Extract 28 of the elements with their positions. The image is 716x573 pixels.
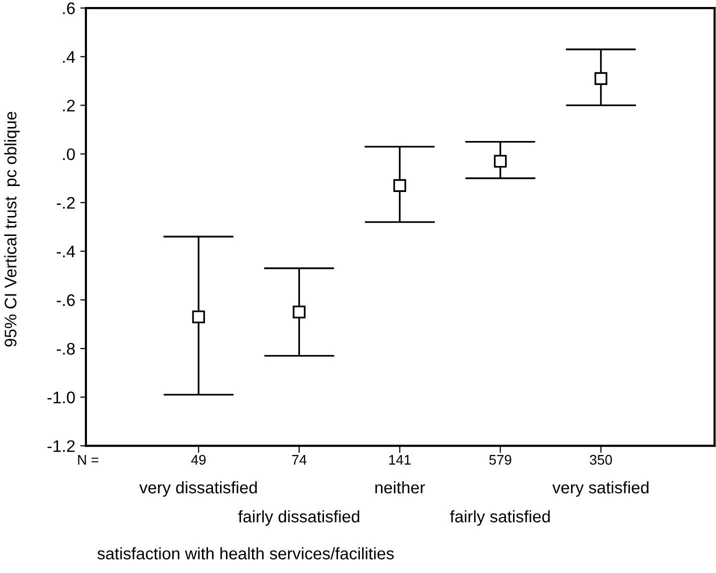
y-axis-title: 95% CI Vertical trust pc oblique (4, 112, 20, 347)
text: 141 (389, 455, 411, 465)
y-tick-label: .4 (63, 51, 76, 63)
y-tick-label: .6 (63, 2, 75, 14)
text: N = (78, 455, 98, 465)
y-tick-label: .0 (63, 148, 75, 160)
x-tick-label: fairly dissatisfied (238, 510, 360, 526)
x-tick-label: neither (375, 481, 425, 494)
text: 49 (191, 454, 206, 465)
x-tick-label: very dissatisfied (139, 481, 257, 497)
y-tick-label: -1.0 (48, 392, 75, 404)
point (292, 306, 306, 318)
point (393, 179, 406, 192)
y-tick-label: -1.2 (48, 440, 75, 452)
y-tick-label: -.4 (56, 246, 76, 258)
point (494, 154, 507, 168)
text: 579 (489, 454, 512, 465)
point (192, 310, 205, 324)
x-tick-label: fairly satisfied (450, 510, 550, 526)
x-tick-label: very satisfied (552, 481, 648, 497)
y-tick-label: -.8 (56, 342, 75, 355)
y-tick-label: .2 (63, 100, 75, 112)
y-tick-label: -.6 (56, 294, 75, 306)
point (594, 72, 608, 85)
text: 74 (292, 455, 306, 465)
y-tick-label: -.2 (56, 196, 75, 209)
x-axis-title: satisfaction with health services/facilities (97, 547, 394, 560)
text: 350 (590, 454, 612, 465)
